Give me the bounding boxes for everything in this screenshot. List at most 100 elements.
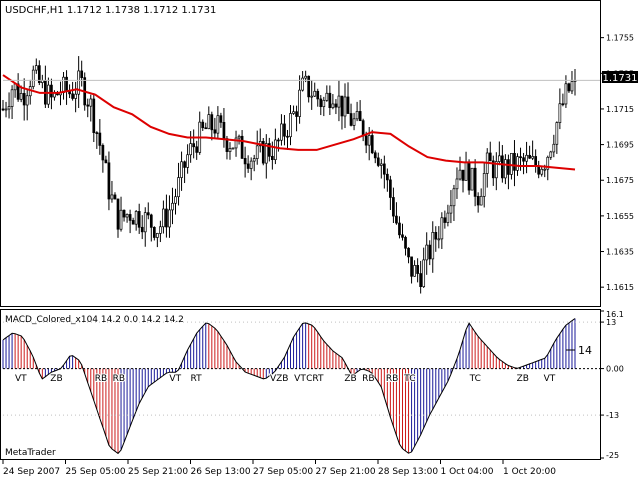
candle-body <box>168 209 171 228</box>
macd-tick-label: 0.00 <box>606 365 624 374</box>
price-tick-label: 1.1675 <box>606 176 634 185</box>
candle-body <box>346 96 350 114</box>
candle-body <box>461 169 465 181</box>
candle-body <box>386 173 389 181</box>
candle-body <box>137 211 141 228</box>
candle-body <box>261 141 265 164</box>
candle-body <box>207 114 211 130</box>
candle-body <box>434 232 438 240</box>
price-tick-label: 1.1715 <box>606 105 634 114</box>
candle-body <box>313 90 317 97</box>
candle-body <box>165 208 168 228</box>
candle-body <box>222 122 226 139</box>
candle-body <box>77 70 81 95</box>
side-label: 14 <box>578 344 592 357</box>
candle-body <box>564 83 568 105</box>
candle-body <box>491 160 495 179</box>
macd-line <box>2 318 576 455</box>
candle-body <box>228 148 232 152</box>
candle-body <box>525 154 528 162</box>
candle-body <box>543 168 547 171</box>
candle-body <box>458 169 462 180</box>
candle-body <box>376 157 380 166</box>
candle-body <box>476 196 480 206</box>
candle-body <box>159 226 162 234</box>
candle-body <box>304 75 307 79</box>
candle-body <box>152 227 156 238</box>
candle-body <box>216 115 220 134</box>
candle-body <box>201 121 205 129</box>
macd-axis: 16.113 0.00 -13 -25 <box>600 310 624 460</box>
macd-tick-label: 13 <box>606 318 616 327</box>
watermark: MetaTrader <box>5 448 56 458</box>
candle-body <box>519 156 522 159</box>
signal-label: VT <box>544 374 556 384</box>
candle-body <box>328 92 332 109</box>
candle-body <box>286 135 289 138</box>
candle-body <box>219 115 223 123</box>
candle-body <box>340 95 344 117</box>
candle-body <box>407 247 410 258</box>
candle-body <box>422 259 426 287</box>
candle-body <box>449 205 453 214</box>
candle-body <box>180 161 183 178</box>
candle-body <box>307 75 311 98</box>
candle-body <box>331 103 335 109</box>
candle-body <box>470 167 474 191</box>
signal-label: TC <box>403 374 415 384</box>
signal-label: VT <box>294 374 306 384</box>
candle-body <box>501 155 504 179</box>
candle-body <box>25 95 29 106</box>
candle-body <box>428 244 432 260</box>
signal-label: RB <box>386 374 398 384</box>
candle-body <box>431 232 435 260</box>
candle-body <box>131 220 135 225</box>
candle-body <box>416 265 419 274</box>
signal-label: RB <box>362 374 374 384</box>
candle-body <box>513 152 516 171</box>
candle-body <box>277 139 280 142</box>
candle-body <box>552 143 556 153</box>
candle-body <box>494 161 498 179</box>
time-tick-label: 26 Sep 13:00 <box>191 467 251 477</box>
candle-body <box>528 154 531 159</box>
candle-body <box>504 159 507 179</box>
main-chart-header: USDCHF,H1 1.1712 1.1738 1.1712 1.1731 <box>5 5 216 16</box>
candle-body <box>10 89 14 107</box>
time-tick-label: 25 Sep 21:00 <box>128 467 188 477</box>
candle-body <box>473 167 477 197</box>
candle-body <box>62 76 65 93</box>
candle-body <box>71 93 74 99</box>
candle-body <box>74 93 77 99</box>
candle-body <box>177 177 180 198</box>
current-price-tag <box>602 71 638 83</box>
candle-body <box>195 146 199 153</box>
candle-body <box>89 98 93 107</box>
candle-body <box>295 111 298 117</box>
signal-label: ZB <box>344 374 356 384</box>
signal-label: RT <box>190 374 202 384</box>
candle-body <box>119 209 123 230</box>
candle-body <box>398 222 401 236</box>
candle-body <box>47 84 50 105</box>
candle-body <box>192 143 196 148</box>
candle-body <box>92 98 96 133</box>
histogram-layer <box>2 318 600 455</box>
candle-body <box>316 90 320 100</box>
candle-body <box>355 111 359 120</box>
signal-label: ZB <box>50 374 62 384</box>
candle-body <box>510 152 513 175</box>
candle-body <box>264 143 268 164</box>
candle-body <box>146 212 150 216</box>
candle-body <box>113 194 117 200</box>
candle-body <box>210 114 214 131</box>
candle-body <box>298 89 301 117</box>
candle-body <box>292 111 295 114</box>
candle-body <box>479 195 483 206</box>
candle-body <box>419 273 423 287</box>
candles-layer <box>1 56 577 294</box>
candle-body <box>404 236 407 249</box>
candle-body <box>243 158 247 165</box>
signal-label: ZB <box>517 374 529 384</box>
